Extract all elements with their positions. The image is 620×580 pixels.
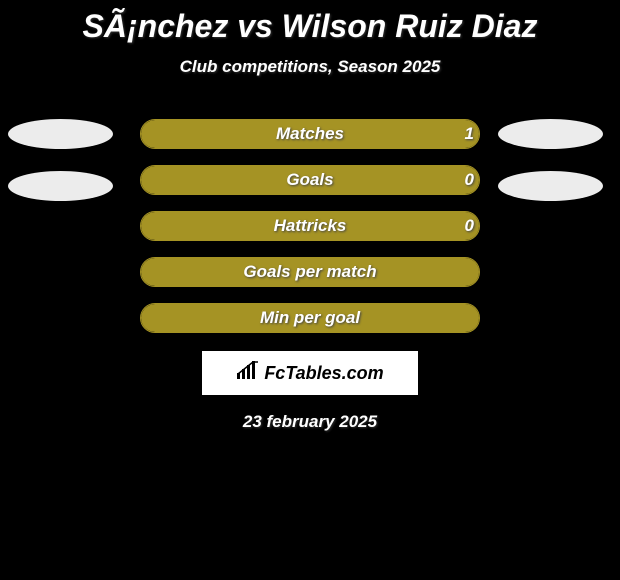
stat-row: Min per goal xyxy=(0,303,620,333)
stat-bar-fill xyxy=(141,258,480,286)
stat-row: Goals0 xyxy=(0,165,620,195)
stat-rows: Matches1 Goals0 Hattricks0 Goals per match M… xyxy=(0,119,620,333)
stat-row: Goals per match xyxy=(0,257,620,287)
stat-bar xyxy=(140,211,480,241)
right-ellipse xyxy=(498,119,603,149)
source-badge-text: FcTables.com xyxy=(264,363,383,384)
right-ellipse xyxy=(498,171,603,201)
stat-bar-fill xyxy=(141,212,480,240)
stat-row: Hattricks0 xyxy=(0,211,620,241)
source-badge: FcTables.com xyxy=(202,351,418,395)
bar-chart-icon xyxy=(236,361,260,386)
date: 23 february 2025 xyxy=(0,412,620,432)
stat-bar xyxy=(140,303,480,333)
stat-bar-fill xyxy=(141,304,480,332)
left-ellipse xyxy=(8,119,113,149)
stat-bar-fill xyxy=(141,166,480,194)
stat-row: Matches1 xyxy=(0,119,620,149)
stat-bar xyxy=(140,165,480,195)
stat-bar xyxy=(140,257,480,287)
page-subtitle: Club competitions, Season 2025 xyxy=(0,57,620,77)
page-title: SÃ¡nchez vs Wilson Ruiz Diaz xyxy=(0,0,620,45)
stat-bar-fill xyxy=(141,120,480,148)
left-ellipse xyxy=(8,171,113,201)
stat-bar xyxy=(140,119,480,149)
